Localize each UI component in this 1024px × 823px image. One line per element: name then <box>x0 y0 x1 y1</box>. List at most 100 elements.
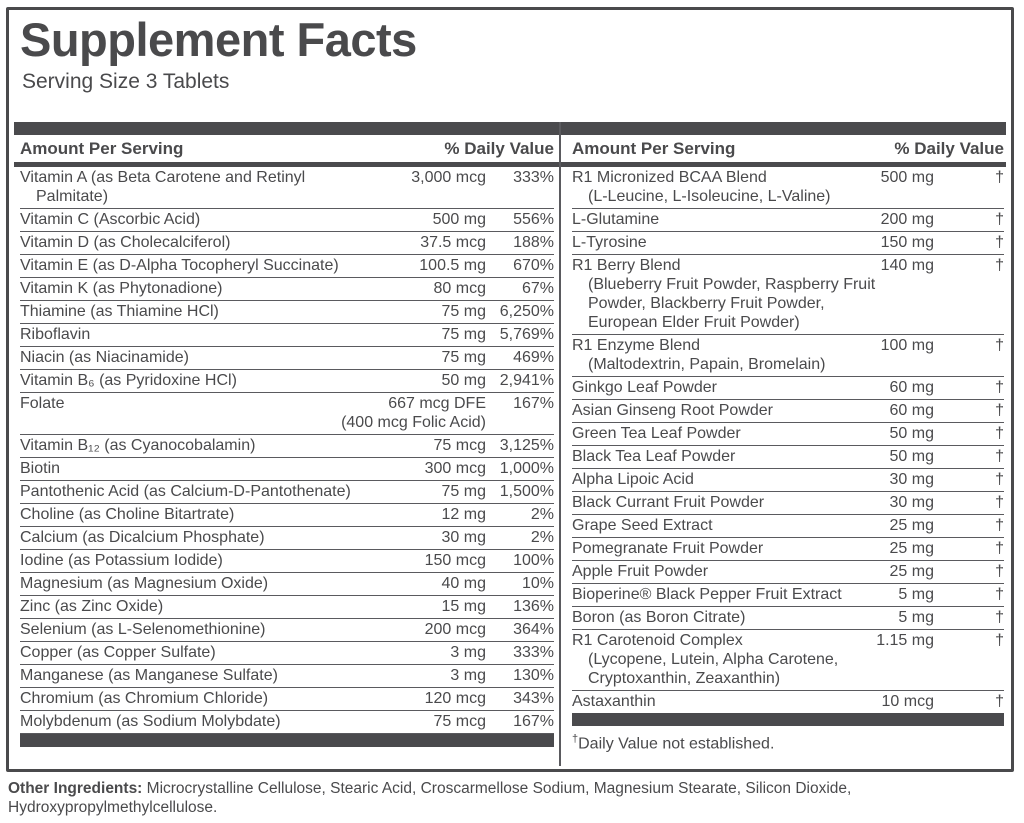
amount-cell: 75 mg <box>442 348 486 367</box>
daily-value-cell: 343% <box>513 690 554 707</box>
daily-value-cell: 333% <box>513 169 554 186</box>
amount-value: 75 mg <box>441 483 486 500</box>
daily-value-cell: † <box>995 563 1004 580</box>
ingredient-name: L-Tyrosine <box>572 234 647 251</box>
table-row: Niacin (as Niacinamide) 75 mg 469% <box>20 347 554 370</box>
amount-cell: 75 mg <box>442 302 486 321</box>
amount-cell: 60 mg <box>890 401 934 420</box>
ingredient-name: Calcium (as Dicalcium Phosphate) <box>20 529 265 546</box>
ingredient-name-cell: Calcium (as Dicalcium Phosphate) <box>20 528 442 547</box>
amount-value: 150 mg <box>880 234 934 251</box>
daily-value-cell: 1,000% <box>499 460 554 477</box>
ingredient-name-cell: Copper (as Copper Sulfate) <box>20 643 450 662</box>
daily-value-cell: 469% <box>513 349 554 366</box>
bottom-separator-bar <box>572 713 1004 726</box>
amount-cell: 667 mcg DFE (400 mcg Folic Acid) <box>341 394 486 432</box>
amount-cell: 25 mg <box>890 562 934 581</box>
table-row: Ginkgo Leaf Powder 60 mg † <box>572 377 1004 400</box>
amount-value: 500 mg <box>880 169 934 186</box>
ingredient-name-cell: Magnesium (as Magnesium Oxide) <box>20 574 442 593</box>
ingredient-name-cell: Pantothenic Acid (as Calcium-D-Pantothen… <box>20 482 442 501</box>
amount-value: 75 mg <box>441 303 486 320</box>
amount-cell: 150 mcg <box>425 551 486 570</box>
daily-value-cell: † <box>995 448 1004 465</box>
daily-value-cell: 2% <box>530 529 554 546</box>
amount-cell: 150 mg <box>881 233 934 252</box>
ingredient-name: Copper (as Copper Sulfate) <box>20 644 216 661</box>
ingredient-name: Apple Fruit Powder <box>572 563 709 580</box>
right-column-header: Amount Per Serving % Daily Value <box>572 135 1004 162</box>
ingredient-name: R1 Carotenoid Complex <box>572 632 743 649</box>
ingredient-name: R1 Enzyme Blend <box>572 337 701 354</box>
ingredient-name: L-Glutamine <box>572 211 660 228</box>
amount-value: 120 mcg <box>424 690 486 707</box>
top-separator-bar <box>14 122 1006 135</box>
table-row: Pantothenic Acid (as Calcium-D-Pantothen… <box>20 481 554 504</box>
amount-cell: 25 mg <box>890 539 934 558</box>
header-separator-bar <box>14 162 1006 167</box>
amount-cell: 120 mcg <box>425 689 486 708</box>
daily-value-cell: † <box>995 169 1004 186</box>
ingredient-name-cell: Biotin <box>20 459 425 478</box>
ingredient-name-cell: Astaxanthin <box>572 692 882 711</box>
table-row: Grape Seed Extract 25 mg † <box>572 515 1004 538</box>
ingredient-name-cell: Niacin (as Niacinamide) <box>20 348 442 367</box>
amount-per-serving-header: Amount Per Serving <box>572 138 736 158</box>
daily-value-cell: † <box>995 540 1004 557</box>
ingredient-name-cell: Vitamin K (as Phytonadione) <box>20 279 434 298</box>
dagger-symbol: † <box>572 733 579 745</box>
ingredient-name: Riboflavin <box>20 326 91 343</box>
ingredient-name: Pomegranate Fruit Powder <box>572 540 764 557</box>
table-row: Astaxanthin 10 mcg † <box>572 691 1004 713</box>
daily-value-cell: 556% <box>513 211 554 228</box>
ingredient-name-cell: Vitamin C (Ascorbic Acid) <box>20 210 433 229</box>
ingredient-name-cell: Vitamin E (as D-Alpha Tocopheryl Succina… <box>20 256 419 275</box>
amount-cell: 3,000 mcg <box>411 168 486 187</box>
ingredient-name-cell: Apple Fruit Powder <box>572 562 890 581</box>
table-row: Biotin 300 mcg 1,000% <box>20 458 554 481</box>
table-row: Selenium (as L-Selenomethionine) 200 mcg 3… <box>20 619 554 642</box>
daily-value-header: % Daily Value <box>894 138 1004 158</box>
ingredient-name: Ginkgo Leaf Powder <box>572 379 717 396</box>
table-row: L-Tyrosine 150 mg † <box>572 232 1004 255</box>
daily-value-cell: † <box>995 517 1004 534</box>
ingredient-name: Vitamin B₁₂ (as Cyanocobalamin) <box>20 437 256 454</box>
amount-value: 200 mcg <box>424 621 486 638</box>
amount-value-secondary: (400 mcg Folic Acid) <box>341 414 486 431</box>
ingredient-name: Vitamin B₆ (as Pyridoxine HCl) <box>20 372 237 389</box>
amount-value: 100 mg <box>880 337 934 354</box>
daily-value-cell: † <box>995 337 1004 354</box>
ingredient-name-cell: L-Tyrosine <box>572 233 881 252</box>
ingredient-name: Folate <box>20 395 65 412</box>
amount-cell: 100 mg <box>881 336 934 355</box>
amount-value: 140 mg <box>880 257 934 274</box>
ingredient-name-cell: Zinc (as Zinc Oxide) <box>20 597 442 616</box>
ingredient-name: Iodine (as Potassium Iodide) <box>20 552 223 569</box>
table-row: Vitamin K (as Phytonadione) 80 mcg 67% <box>20 278 554 301</box>
daily-value-cell: 670% <box>513 257 554 274</box>
daily-value-footnote: †Daily Value not established. <box>572 726 1004 753</box>
amount-cell: 200 mcg <box>425 620 486 639</box>
amount-value: 500 mg <box>432 211 486 228</box>
left-column-header: Amount Per Serving % Daily Value <box>20 135 554 162</box>
left-ingredient-list: Vitamin A (as Beta Carotene and Retinyl P… <box>20 167 554 747</box>
ingredient-name-cell: Vitamin A (as Beta Carotene and Retinyl P… <box>20 168 411 206</box>
ingredient-name: Black Tea Leaf Powder <box>572 448 736 465</box>
amount-cell: 60 mg <box>890 378 934 397</box>
ingredient-name-continued: European Elder Fruit Powder) <box>588 314 800 331</box>
footnote-text: Daily Value not established. <box>578 735 775 753</box>
ingredient-name: Boron (as Boron Citrate) <box>572 609 746 626</box>
daily-value-cell: 130% <box>513 667 554 684</box>
other-ingredients-text: Microcrystalline Cellulose, Stearic Acid… <box>8 780 852 816</box>
table-row: L-Glutamine 200 mg † <box>572 209 1004 232</box>
ingredient-name: Green Tea Leaf Powder <box>572 425 741 442</box>
table-row: Riboflavin 75 mg 5,769% <box>20 324 554 347</box>
table-row: Choline (as Choline Bitartrate) 12 mg 2% <box>20 504 554 527</box>
ingredient-name: Grape Seed Extract <box>572 517 713 534</box>
ingredient-name-continued: Palmitate) <box>36 188 109 205</box>
ingredient-name-continued: Cryptoxanthin, Zeaxanthin) <box>588 670 781 687</box>
table-row: Vitamin A (as Beta Carotene and Retinyl P… <box>20 167 554 209</box>
amount-value: 150 mcg <box>424 552 486 569</box>
table-row: Molybdenum (as Sodium Molybdate) 75 mcg 16… <box>20 711 554 734</box>
ingredient-name-cell: R1 Micronized BCAA Blend (L-Leucine, L-Is… <box>572 168 881 206</box>
